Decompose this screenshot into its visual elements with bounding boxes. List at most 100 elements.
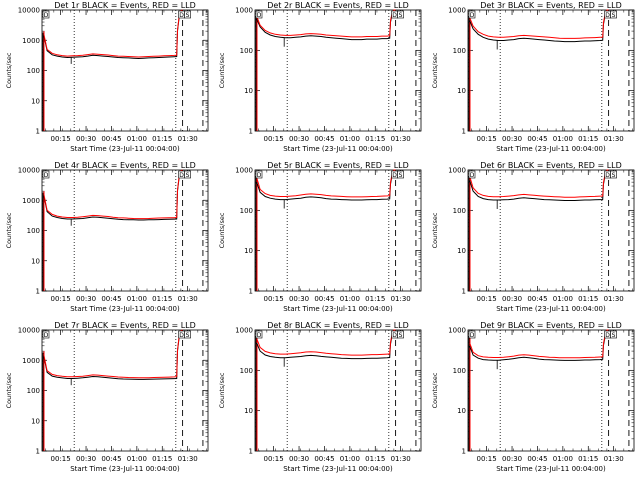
plot-frame xyxy=(41,329,209,452)
y-axis-label: Counts/sec xyxy=(218,372,226,408)
x-tick-label: 01:15 xyxy=(152,135,172,143)
y-tick-label: 1 xyxy=(36,288,40,296)
marker-d-right: D xyxy=(392,172,397,179)
x-tick-label: 01:00 xyxy=(127,295,147,303)
events-series-line xyxy=(256,169,396,201)
x-tick-label: 01:00 xyxy=(127,455,147,463)
lld-series-line xyxy=(256,169,396,198)
lld-series-line xyxy=(256,329,396,356)
y-tick-label: 10 xyxy=(31,417,40,425)
marker-s-right-box xyxy=(397,170,404,179)
x-tick-label: 01:15 xyxy=(578,295,598,303)
y-tick-label: 1000 xyxy=(235,7,253,15)
y-tick-label: 100 xyxy=(240,47,253,55)
y-tick-label: 100 xyxy=(240,367,253,375)
x-tick-label: 00:30 xyxy=(289,135,309,143)
panel-title: Det 7r BLACK = Events, RED = LLD xyxy=(54,321,196,330)
x-tick-label: 00:30 xyxy=(76,455,96,463)
detector-panel-2: Det 2r BLACK = Events, RED = LLD Counts/s… xyxy=(213,0,426,160)
y-tick-label: 1000 xyxy=(235,167,253,175)
marker-s-right: S xyxy=(186,332,190,339)
x-tick-label: 00:30 xyxy=(502,455,522,463)
x-tick-label: 01:00 xyxy=(553,455,573,463)
y-tick-label: 1 xyxy=(462,128,466,136)
x-tick-label: 01:15 xyxy=(578,455,598,463)
marker-d-right: D xyxy=(392,332,397,339)
y-tick-label: 1 xyxy=(249,128,253,136)
x-axis-label: Start Time (23-Jul-11 00:04:00) xyxy=(283,145,393,153)
y-tick-label: 1000 xyxy=(448,7,466,15)
y-tick-label: 1000 xyxy=(22,197,40,205)
x-tick-label: 01:15 xyxy=(152,295,172,303)
lld-series-line xyxy=(469,169,609,198)
marker-s-right-box xyxy=(397,10,404,19)
x-tick-label: 00:15 xyxy=(477,455,497,463)
x-tick-label: 01:00 xyxy=(340,135,360,143)
y-axis-label: Counts/sec xyxy=(5,52,13,88)
detector-panel-6: Det 6r BLACK = Events, RED = LLD Counts/s… xyxy=(426,160,639,320)
marker-s-right-box xyxy=(610,170,617,179)
y-axis-label: Counts/sec xyxy=(431,52,439,88)
x-axis-label: Start Time (23-Jul-11 00:04:00) xyxy=(496,305,606,313)
x-tick-label: 00:45 xyxy=(101,135,121,143)
marker-d-left-box xyxy=(468,170,476,179)
events-series-line xyxy=(43,329,183,380)
marker-d-left: D xyxy=(470,12,475,19)
y-tick-label: 100 xyxy=(453,47,466,55)
y-tick-label: 10 xyxy=(244,407,253,415)
y-tick-label: 1 xyxy=(36,448,40,456)
marker-s-right-box xyxy=(610,330,617,339)
marker-s-right: S xyxy=(399,332,403,339)
marker-d-right: D xyxy=(179,12,184,19)
plot-frame xyxy=(254,329,422,452)
y-tick-label: 100 xyxy=(453,207,466,215)
x-tick-label: 00:15 xyxy=(477,135,497,143)
marker-d-left: D xyxy=(44,172,49,179)
x-tick-label: 00:15 xyxy=(264,135,284,143)
plot-frame xyxy=(467,9,635,132)
y-tick-label: 10 xyxy=(244,87,253,95)
y-tick-label: 100 xyxy=(27,387,40,395)
panel-title: Det 2r BLACK = Events, RED = LLD xyxy=(267,1,409,10)
y-tick-label: 1000 xyxy=(22,37,40,45)
y-tick-label: 1000 xyxy=(448,327,466,335)
x-tick-label: 00:30 xyxy=(76,135,96,143)
marker-s-right-box xyxy=(184,10,191,19)
panel-title: Det 4r BLACK = Events, RED = LLD xyxy=(54,161,196,170)
marker-d-right: D xyxy=(605,332,610,339)
marker-d-left-box xyxy=(255,170,263,179)
y-tick-label: 10000 xyxy=(18,7,40,15)
x-tick-label: 00:45 xyxy=(527,295,547,303)
panel-title: Det 1r BLACK = Events, RED = LLD xyxy=(54,1,196,10)
panel-svg: Det 2r BLACK = Events, RED = LLD Counts/s… xyxy=(218,1,422,153)
y-tick-label: 10 xyxy=(31,97,40,105)
x-tick-label: 00:45 xyxy=(101,455,121,463)
x-tick-label: 00:45 xyxy=(314,135,334,143)
panel-svg: Det 3r BLACK = Events, RED = LLD Counts/s… xyxy=(431,1,635,153)
detector-panel-5: Det 5r BLACK = Events, RED = LLD Counts/s… xyxy=(213,160,426,320)
marker-d-left-box xyxy=(255,10,263,19)
plot-frame xyxy=(467,169,635,292)
y-tick-label: 1 xyxy=(249,448,253,456)
y-tick-label: 10 xyxy=(31,257,40,265)
plot-frame xyxy=(41,9,209,132)
marker-s-right: S xyxy=(612,332,616,339)
y-tick-label: 10 xyxy=(457,87,466,95)
events-series-line xyxy=(43,9,183,60)
y-tick-label: 1000 xyxy=(448,167,466,175)
y-tick-label: 1000 xyxy=(22,357,40,365)
panel-title: Det 3r BLACK = Events, RED = LLD xyxy=(480,1,622,10)
marker-d-left-box xyxy=(42,330,50,339)
y-tick-label: 100 xyxy=(240,207,253,215)
y-tick-label: 10000 xyxy=(18,167,40,175)
detector-panel-4: Det 4r BLACK = Events, RED = LLD Counts/s… xyxy=(0,160,213,320)
x-tick-label: 01:15 xyxy=(578,135,598,143)
marker-d-left: D xyxy=(257,172,262,179)
x-tick-label: 00:30 xyxy=(289,455,309,463)
x-axis-label: Start Time (23-Jul-11 00:04:00) xyxy=(283,465,393,473)
marker-d-left: D xyxy=(44,332,49,339)
marker-s-right: S xyxy=(186,172,190,179)
y-tick-label: 100 xyxy=(27,227,40,235)
x-tick-label: 01:30 xyxy=(391,295,411,303)
events-series-line xyxy=(469,9,609,43)
